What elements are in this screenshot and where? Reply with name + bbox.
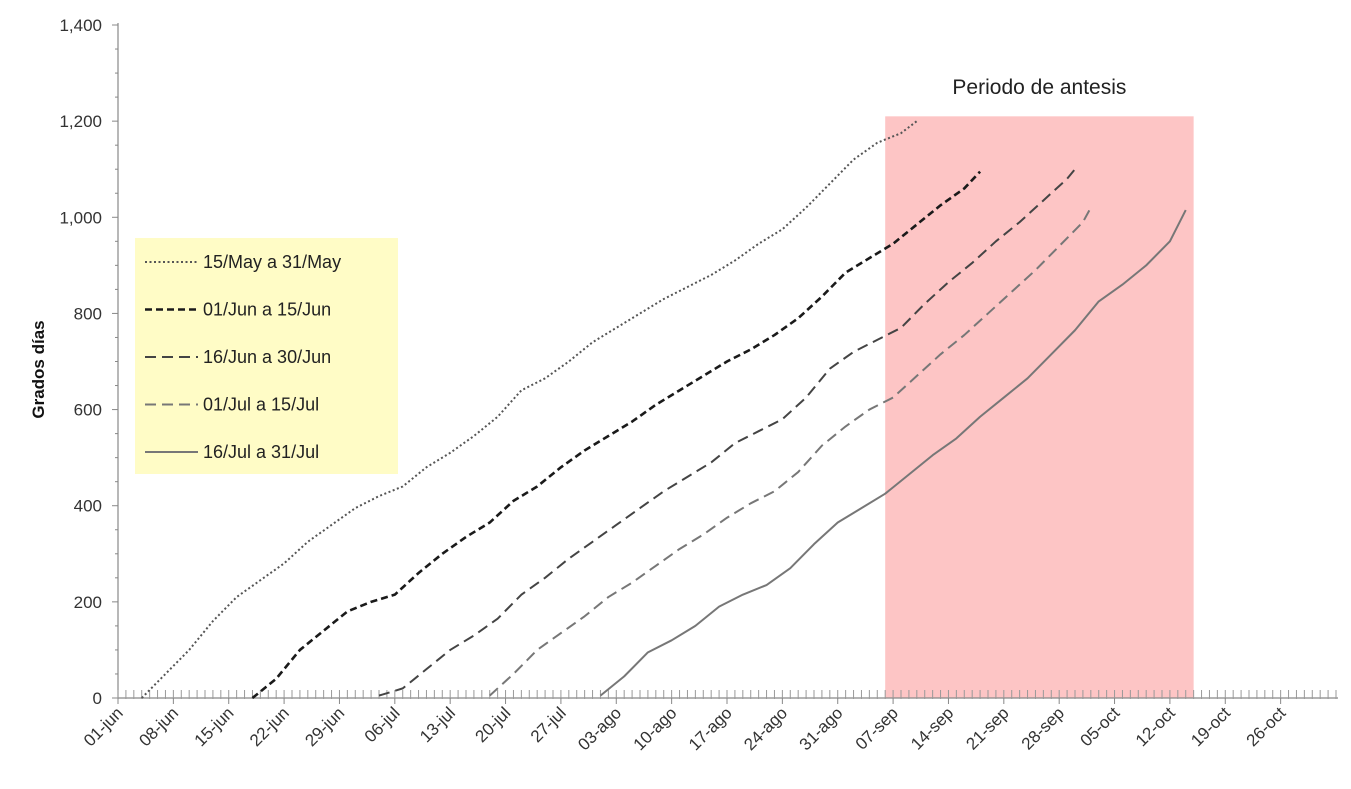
y-tick-label: 0 [93,689,102,708]
legend-label-3: 16/Jun a 30/Jun [203,347,331,367]
y-tick-label: 1,200 [59,112,102,131]
x-tick-label: 19-oct [1187,703,1234,750]
x-tick-label: 13-jul [416,703,459,746]
x-tick-label: 07-sep [852,703,902,753]
x-tick-label: 12-oct [1132,703,1179,750]
series-line-1 [141,120,918,699]
x-tick-label: 22-jun [246,703,293,750]
x-tick-label: 01-jun [80,703,127,750]
legend: 15/May a 31/May 01/Jun a 15/Jun 16/Jun a 3… [135,238,398,474]
x-tick-label: 20-jul [472,703,515,746]
x-tick-label: 15-jun [191,703,238,750]
x-tick-label: 03-ago [574,703,625,754]
antesis-band [885,116,1194,699]
legend-box [135,238,398,474]
x-tick-label: 17-ago [685,703,736,754]
series-line-4 [489,207,1092,697]
series-line-2 [251,170,982,700]
x-tick-label: 14-sep [907,703,957,753]
legend-label-2: 01/Jun a 15/Jun [203,300,331,320]
x-tick-label: 27-jul [527,703,570,746]
x-tick-label: 29-jun [301,703,348,750]
y-tick-label: 1,000 [59,208,102,227]
y-axis-title: Grados días [29,320,48,418]
x-tick-label: 24-ago [740,703,791,754]
legend-label-4: 01/Jul a 15/Jul [203,395,319,415]
antesis-band-label: Periodo de antesis [952,76,1126,99]
y-tick-label: 1,400 [59,16,102,35]
x-tick-label: 08-jun [135,703,182,750]
x-tick-label: 10-ago [630,703,681,754]
y-tick-label: 800 [74,304,102,323]
y-tick-label: 200 [74,593,102,612]
legend-label-5: 16/Jul a 31/Jul [203,442,319,462]
x-tick-label: 05-oct [1077,703,1124,750]
y-tick-label: 600 [74,401,102,420]
series-line-5 [599,209,1187,697]
x-tick-label: 28-sep [1018,703,1068,753]
series-line-3 [378,168,1076,697]
x-tick-label: 31-ago [796,703,847,754]
x-tick-label: 21-sep [962,703,1012,753]
series-layer [141,120,1187,700]
x-tick-label: 26-oct [1243,703,1290,750]
y-tick-label: 400 [74,497,102,516]
legend-label-1: 15/May a 31/May [203,252,341,272]
x-tick-label: 06-jul [361,703,404,746]
antesis-band-layer: Periodo de antesis [885,76,1194,699]
